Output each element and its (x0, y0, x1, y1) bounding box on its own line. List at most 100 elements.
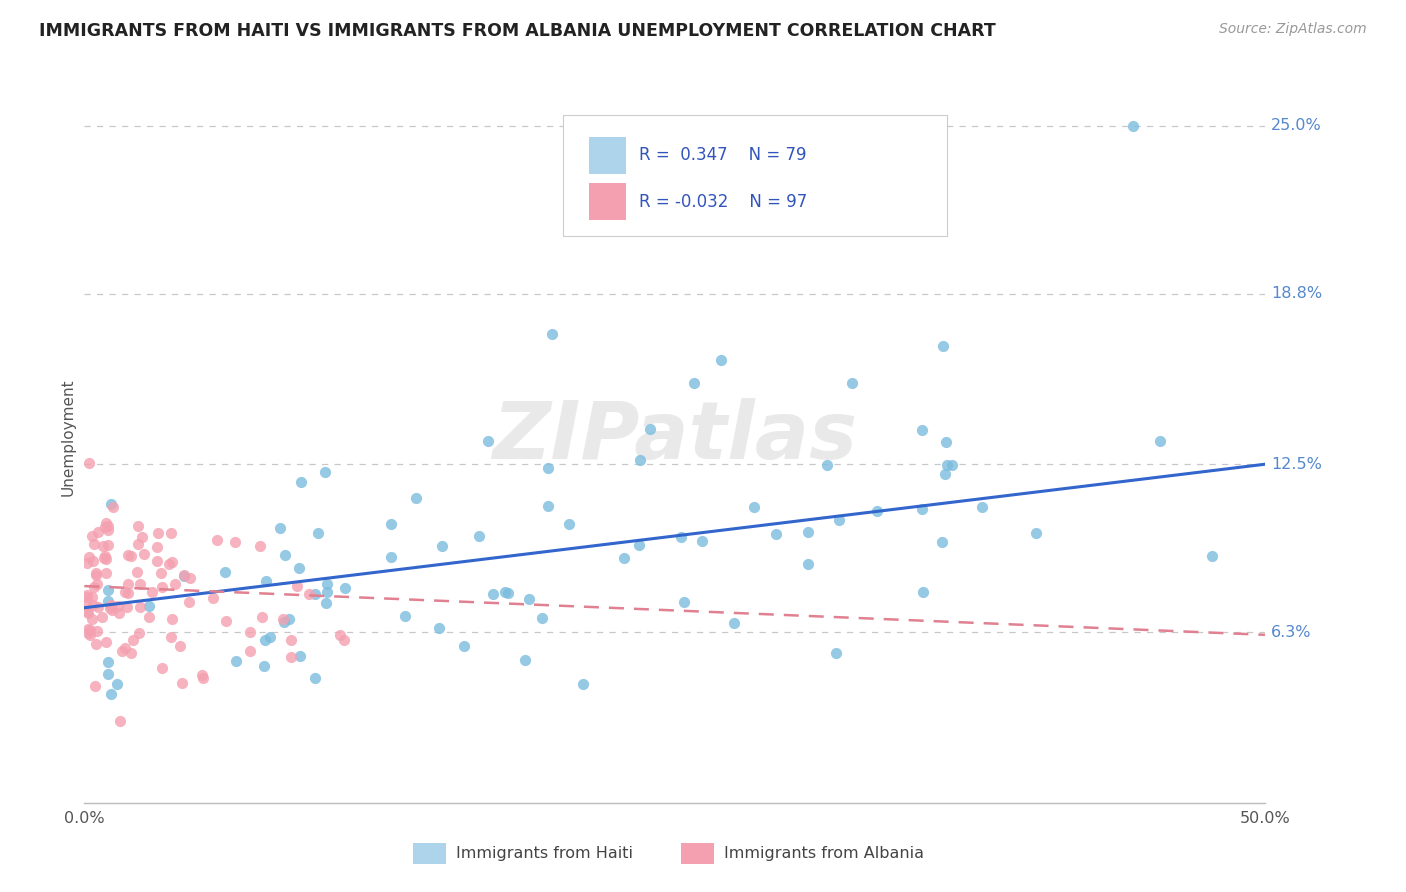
Text: R = -0.032    N = 97: R = -0.032 N = 97 (640, 193, 807, 211)
Point (797, 524, 820, 539)
Point (93, 550, 115, 565)
Point (280, 632, 302, 647)
Point (682, 376, 704, 390)
Point (931, 535, 953, 549)
Point (765, 527, 787, 541)
Point (77, 456, 100, 470)
Point (105, 677, 128, 691)
Bar (589, 183, 627, 219)
Point (329, 627, 352, 641)
Point (97, 582, 120, 597)
Point (866, 504, 889, 518)
Point (723, 616, 745, 631)
Point (239, 625, 262, 640)
Point (225, 654, 247, 668)
Point (100, 601, 122, 615)
Point (427, 621, 450, 635)
Text: R =  0.347    N = 79: R = 0.347 N = 79 (640, 146, 807, 164)
Point (79, 628, 101, 642)
Point (380, 550, 402, 565)
Point (76, 590, 98, 604)
Point (150, 566, 173, 580)
Point (117, 586, 139, 600)
Point (100, 598, 122, 612)
Point (138, 599, 160, 613)
Point (304, 587, 326, 601)
Point (94, 520, 117, 534)
Point (828, 513, 851, 527)
Point (146, 554, 169, 568)
Point (710, 352, 733, 367)
Point (97, 655, 120, 669)
Point (815, 458, 838, 472)
Text: ZIPatlas: ZIPatlas (492, 398, 858, 476)
Point (120, 646, 142, 660)
Point (82, 554, 104, 568)
Point (100, 498, 122, 512)
Point (84, 568, 107, 582)
Point (131, 530, 153, 544)
Point (80, 529, 103, 543)
Point (1025, 526, 1047, 541)
Point (215, 614, 238, 628)
Point (134, 547, 156, 561)
Point (146, 526, 169, 541)
Point (333, 581, 356, 595)
Point (797, 557, 820, 571)
Point (191, 671, 214, 685)
Point (117, 549, 139, 563)
Point (972, 500, 994, 514)
Point (110, 714, 132, 729)
Point (160, 526, 183, 541)
Point (394, 608, 416, 623)
Point (304, 671, 326, 685)
Point (911, 423, 934, 437)
Point (628, 453, 651, 467)
Point (531, 611, 554, 625)
Bar (589, 137, 627, 174)
Point (380, 517, 402, 532)
Point (173, 569, 195, 583)
Point (93, 549, 115, 564)
Point (273, 549, 295, 563)
Point (100, 687, 122, 701)
Point (515, 652, 537, 666)
Point (290, 475, 312, 490)
Point (94, 634, 117, 648)
Point (537, 461, 560, 475)
Point (288, 648, 311, 663)
Point (77, 625, 100, 640)
Point (76, 588, 98, 602)
Point (202, 591, 225, 605)
Point (672, 595, 695, 609)
Point (157, 557, 180, 571)
Point (910, 502, 932, 516)
Point (114, 585, 136, 599)
Text: IMMIGRANTS FROM HAITI VS IMMIGRANTS FROM ALBANIA UNEMPLOYMENT CORRELATION CHART: IMMIGRANTS FROM HAITI VS IMMIGRANTS FROM… (39, 22, 995, 40)
Point (935, 434, 957, 449)
Point (1122, 119, 1144, 133)
Point (494, 584, 516, 599)
Point (191, 668, 214, 682)
Point (160, 630, 183, 644)
Point (936, 458, 959, 472)
Point (934, 467, 956, 481)
Point (91, 610, 114, 624)
Point (315, 596, 337, 610)
Point (207, 533, 229, 547)
Point (278, 612, 301, 626)
Y-axis label: Unemployment: Unemployment (60, 378, 76, 496)
Point (177, 595, 200, 609)
Point (80, 591, 103, 605)
Point (100, 599, 122, 613)
Point (117, 577, 139, 591)
Text: Immigrants from Albania: Immigrants from Albania (724, 846, 925, 861)
Point (128, 577, 150, 591)
Point (115, 599, 138, 614)
Point (83, 536, 105, 550)
Point (76, 597, 98, 611)
Point (165, 576, 187, 591)
Point (613, 550, 636, 565)
Text: Immigrants from Haiti: Immigrants from Haiti (457, 846, 633, 861)
Text: Source: ZipAtlas.com: Source: ZipAtlas.com (1219, 22, 1367, 37)
